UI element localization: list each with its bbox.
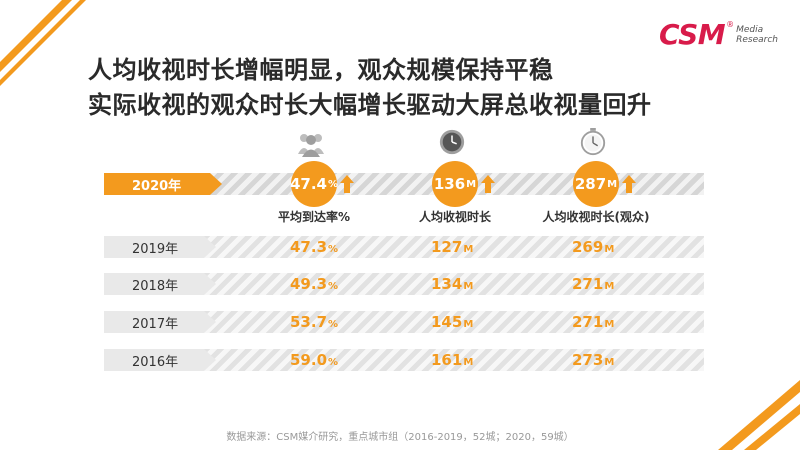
value-unit: M	[463, 357, 474, 368]
value-number: 127	[431, 238, 463, 256]
metric-unit: M	[466, 178, 477, 190]
year-tag-2: 2018年	[104, 273, 216, 295]
year-label: 2018年	[132, 278, 179, 294]
metric-unit: %	[328, 178, 339, 190]
year-label: 2019年	[132, 241, 179, 257]
value-number: 269	[572, 238, 604, 256]
people-icon	[298, 134, 324, 157]
metric-value: 47.4	[289, 175, 327, 193]
corner-stripes-decoration-bottom	[718, 380, 800, 450]
value-unit: %	[328, 357, 339, 368]
up-arrow-icon	[481, 175, 495, 193]
value-number: 273	[572, 351, 604, 369]
metric-value-0: 59.0%	[290, 351, 338, 369]
metric-unit: M	[607, 178, 618, 190]
metric-circle-1: 136 M	[432, 161, 478, 207]
metric-label-2: 人均收视时长(观众)	[542, 210, 650, 224]
metric-label-1: 人均收视时长	[419, 210, 492, 224]
row-bar-0	[104, 173, 704, 195]
metric-value-1: 134M	[431, 275, 473, 293]
value-number: 59.0	[290, 351, 328, 369]
value-number: 49.3	[290, 275, 328, 293]
value-unit: M	[604, 244, 615, 255]
value-number: 134	[431, 275, 463, 293]
metric-value-2: 271M	[572, 275, 614, 293]
year-tag-4: 2016年	[104, 349, 216, 371]
logo-sub1: Media	[736, 25, 764, 35]
metric-value-1: 161M	[431, 351, 473, 369]
metric-value-0: 53.7%	[290, 313, 338, 331]
value-unit: M	[463, 244, 474, 255]
metric-value-2: 269M	[572, 238, 614, 256]
year-tag-1: 2019年	[104, 236, 216, 258]
metric-circle-2: 287 M	[573, 161, 619, 207]
metric-value-1: 145M	[431, 313, 473, 331]
row-bar-4	[104, 349, 704, 371]
logo-brand: CSM	[659, 18, 726, 51]
metric-value-1: 127M	[431, 238, 473, 256]
row-bar-2	[104, 273, 704, 295]
source-note: 数据来源：CSM媒介研究，重点城市组（2016-2019，52城；2020，59…	[226, 432, 574, 443]
metric-value-0: 47.3%	[290, 238, 338, 256]
row-bar-3	[104, 311, 704, 333]
year-label: 2020年	[132, 178, 182, 194]
year-label: 2017年	[132, 316, 179, 332]
metric-value-2: 271M	[572, 313, 614, 331]
stopwatch-icon	[580, 128, 606, 156]
metric-value-2: 273M	[572, 351, 614, 369]
value-number: 47.3	[290, 238, 328, 256]
logo-subtitle: Media Research	[736, 25, 778, 45]
value-unit: %	[328, 319, 339, 330]
value-unit: M	[463, 319, 474, 330]
value-number: 145	[431, 313, 463, 331]
value-unit: M	[604, 319, 615, 330]
page-title-line2: 实际收视的观众时长大幅增长驱动大屏总收视量回升	[88, 91, 652, 119]
csm-logo: CSM ® Media Research	[659, 20, 778, 50]
year-tag-3: 2017年	[104, 311, 216, 333]
value-number: 271	[572, 313, 604, 331]
page-title-line1: 人均收视时长增幅明显，观众规模保持平稳	[88, 56, 554, 84]
logo-registered-mark: ®	[726, 20, 735, 29]
value-unit: %	[328, 244, 339, 255]
value-number: 161	[431, 351, 463, 369]
value-unit: %	[328, 281, 339, 292]
row-bar-1	[104, 236, 704, 258]
metric-value: 287	[574, 175, 607, 193]
value-unit: M	[604, 281, 615, 292]
up-arrow-icon	[340, 175, 354, 193]
value-unit: M	[604, 357, 615, 368]
year-tag-0: 2020年	[104, 173, 222, 195]
value-number: 53.7	[290, 313, 328, 331]
value-unit: M	[463, 281, 474, 292]
metric-value-0: 49.3%	[290, 275, 338, 293]
corner-stripes-decoration	[0, 0, 86, 86]
metric-value: 136	[433, 175, 466, 193]
year-label: 2016年	[132, 354, 179, 370]
metric-circle-0: 47.4%	[289, 161, 339, 207]
up-arrow-icon	[622, 175, 636, 193]
logo-sub2: Research	[736, 35, 778, 45]
value-number: 271	[572, 275, 604, 293]
metric-label-0: 平均到达率%	[278, 210, 351, 224]
clock-icon	[439, 129, 465, 155]
